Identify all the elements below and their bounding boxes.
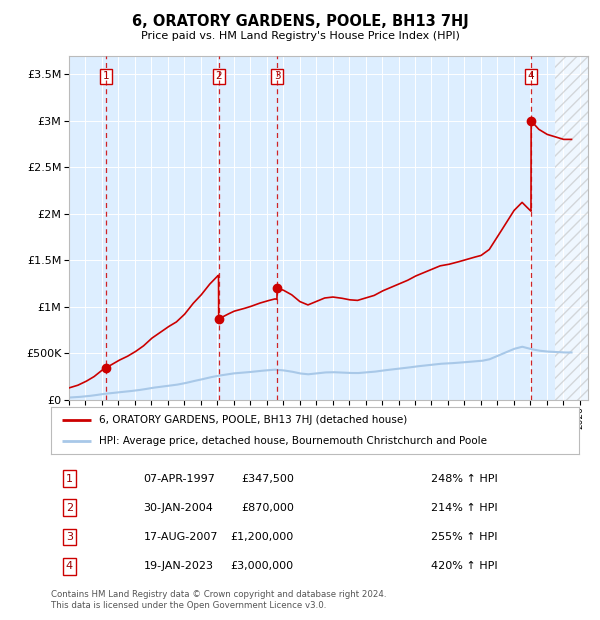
Text: HPI: Average price, detached house, Bournemouth Christchurch and Poole: HPI: Average price, detached house, Bour… xyxy=(98,436,487,446)
Text: 4: 4 xyxy=(66,561,73,571)
Text: 3: 3 xyxy=(66,532,73,542)
Text: 420% ↑ HPI: 420% ↑ HPI xyxy=(431,561,498,571)
Text: 2: 2 xyxy=(215,71,222,81)
Text: 2: 2 xyxy=(66,503,73,513)
Text: 3: 3 xyxy=(274,71,280,81)
Text: 30-JAN-2004: 30-JAN-2004 xyxy=(143,503,213,513)
Bar xyxy=(555,56,588,400)
Text: 07-APR-1997: 07-APR-1997 xyxy=(143,474,215,484)
Text: 1: 1 xyxy=(66,474,73,484)
Text: 17-AUG-2007: 17-AUG-2007 xyxy=(143,532,218,542)
Text: 4: 4 xyxy=(528,71,535,81)
Text: 1: 1 xyxy=(103,71,110,81)
Text: 214% ↑ HPI: 214% ↑ HPI xyxy=(431,503,498,513)
Text: Price paid vs. HM Land Registry's House Price Index (HPI): Price paid vs. HM Land Registry's House … xyxy=(140,31,460,41)
Text: £1,200,000: £1,200,000 xyxy=(230,532,294,542)
Text: 19-JAN-2023: 19-JAN-2023 xyxy=(143,561,214,571)
Text: 255% ↑ HPI: 255% ↑ HPI xyxy=(431,532,497,542)
Text: £870,000: £870,000 xyxy=(241,503,294,513)
Text: £347,500: £347,500 xyxy=(241,474,294,484)
Text: 6, ORATORY GARDENS, POOLE, BH13 7HJ: 6, ORATORY GARDENS, POOLE, BH13 7HJ xyxy=(131,14,469,29)
Text: Contains HM Land Registry data © Crown copyright and database right 2024.
This d: Contains HM Land Registry data © Crown c… xyxy=(51,590,386,609)
Text: £3,000,000: £3,000,000 xyxy=(231,561,294,571)
Text: 248% ↑ HPI: 248% ↑ HPI xyxy=(431,474,498,484)
Text: 6, ORATORY GARDENS, POOLE, BH13 7HJ (detached house): 6, ORATORY GARDENS, POOLE, BH13 7HJ (det… xyxy=(98,415,407,425)
